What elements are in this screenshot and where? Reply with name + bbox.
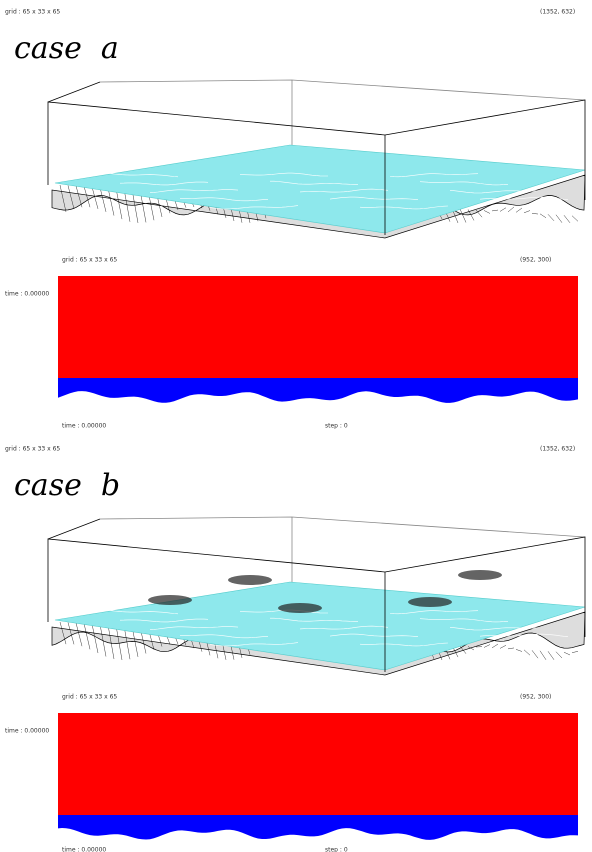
mesh-line: [548, 651, 554, 659]
case-caption: case b: [14, 468, 120, 503]
mesh-line: [572, 651, 578, 652]
mesh-line: [564, 215, 570, 223]
dry-patch: [148, 595, 192, 605]
mesh-line: [484, 210, 490, 213]
mesh-line: [532, 213, 538, 214]
mesh-line: [508, 207, 514, 212]
dry-patch: [458, 570, 502, 580]
view-grid: grid : 65 x 33 x 65: [62, 694, 117, 701]
footer-time: time : 0.00000: [62, 423, 106, 430]
mesh-line: [556, 215, 562, 223]
dry-patch: [278, 603, 322, 613]
view-size: (952, 300): [520, 257, 551, 264]
mesh-line: [492, 644, 498, 648]
dry-patch: [228, 575, 272, 585]
mesh-line: [532, 650, 538, 658]
slice-time: time : 0.00000: [5, 291, 49, 298]
mesh-line: [548, 214, 554, 221]
box-front: [48, 82, 100, 102]
mesh-line: [540, 651, 546, 660]
box-back: [100, 517, 585, 537]
mesh-line: [516, 208, 522, 212]
mesh-line: [460, 209, 466, 223]
mesh-line: [556, 652, 562, 658]
mesh-line: [500, 208, 506, 212]
view-grid: grid : 65 x 33 x 65: [62, 257, 117, 264]
water-surface: [55, 582, 585, 670]
footer-step: step : 0: [325, 847, 348, 852]
mesh-line: [92, 187, 98, 209]
header-right: (1352, 632): [540, 9, 575, 16]
mesh-line: [100, 187, 106, 211]
header-right: (1352, 632): [540, 446, 575, 453]
mesh-line: [564, 652, 570, 655]
mesh-line: [524, 211, 530, 213]
mesh-line: [508, 648, 514, 649]
case-caption: case a: [14, 31, 119, 66]
mesh-line: [76, 623, 82, 646]
mesh-line: [500, 645, 506, 648]
mesh-line: [92, 624, 98, 653]
mesh-line: [84, 623, 90, 649]
mesh-line: [516, 649, 522, 651]
slice-time: time : 0.00000: [5, 728, 49, 735]
footer-time: time : 0.00000: [62, 847, 106, 852]
header-left: grid : 65 x 33 x 65: [5, 446, 60, 453]
mesh-line: [572, 216, 578, 222]
mesh-line: [540, 214, 546, 218]
header-left: grid : 65 x 33 x 65: [5, 9, 60, 16]
box-front: [48, 519, 100, 539]
water-surface: [55, 145, 585, 233]
figure: grid : 65 x 33 x 65 (1352, 632) case a grid…: [0, 0, 592, 852]
dry-patch: [408, 597, 452, 607]
footer-step: step : 0: [325, 423, 348, 430]
mesh-line: [484, 645, 490, 648]
box-back: [100, 80, 585, 100]
mesh-line: [492, 210, 498, 211]
mesh-line: [524, 650, 530, 655]
view-size: (952, 300): [520, 694, 551, 701]
